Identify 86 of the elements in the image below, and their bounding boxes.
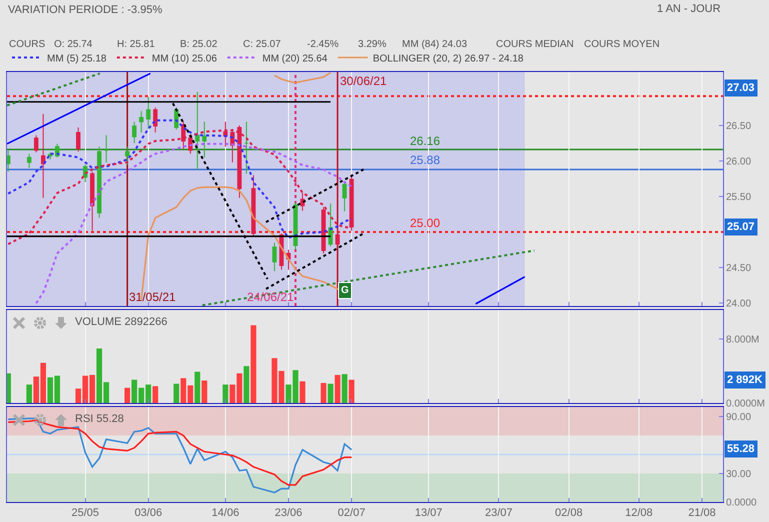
bar — [334, 374, 340, 403]
x-tick-label: 13/07 — [414, 507, 442, 520]
text: -2.45% — [307, 39, 339, 50]
y-tick-label: 8.000M — [726, 334, 760, 346]
annotation: 2 892K — [727, 374, 763, 386]
y-tick-label: 25.50 — [726, 192, 752, 203]
annotation: 27.03 — [727, 82, 755, 94]
x-tick-label: 23/07 — [484, 507, 513, 520]
bar — [202, 380, 208, 403]
chart-subtitle: 1 AN - JOUR — [657, 3, 721, 15]
bar — [194, 372, 200, 403]
ref-line-label: 24/06/21 — [247, 290, 294, 304]
bar — [250, 325, 256, 403]
bar — [174, 384, 180, 403]
text: COURS — [9, 39, 46, 50]
bar — [328, 384, 334, 403]
legend-label: MM (20) 25.64 — [262, 53, 328, 64]
candlestick — [335, 228, 340, 247]
candlestick — [139, 110, 144, 133]
y-tick-label: 0.0000 — [726, 498, 758, 508]
candlestick — [153, 107, 158, 133]
y-tick-label: 26.00 — [726, 156, 752, 168]
y-tick-label: 24.50 — [726, 263, 752, 274]
ref-line-label: 25.88 — [410, 153, 440, 167]
candlestick — [34, 134, 38, 153]
candlestick — [202, 121, 207, 158]
candlestick — [195, 91, 200, 170]
text: MM (84) 24.03 — [402, 39, 468, 50]
candlestick — [342, 182, 347, 212]
annotation: 25.07 — [727, 221, 755, 233]
chart-title: VARIATION PERIODE : -3.95% — [8, 4, 162, 16]
x-tick-label: 23/06 — [274, 507, 302, 520]
bar — [342, 374, 348, 403]
legend-label: MM (5) 25.18 — [47, 53, 107, 64]
candlestick — [90, 171, 94, 232]
x-tick-label: 21/08 — [688, 507, 716, 520]
text: O: 25.74 — [54, 39, 93, 50]
x-tick-label: 12/08 — [625, 507, 653, 520]
ref-line-label: 25.00 — [410, 216, 440, 230]
x-tick-label: 14/06 — [212, 507, 240, 520]
x-tick-label: 03/06 — [134, 507, 162, 520]
text: RSI 55.28 — [75, 412, 124, 425]
y-tick-label: 30.00 — [726, 469, 752, 480]
bar — [320, 382, 326, 403]
bar — [124, 388, 130, 403]
y-tick-label: 90.00 — [726, 412, 752, 423]
bar — [348, 380, 354, 403]
text: VOLUME 2892266 — [75, 316, 168, 328]
y-tick-label: 0.0000M — [726, 398, 765, 410]
x-tick-label: 02/08 — [555, 507, 583, 520]
candlestick — [146, 96, 151, 130]
text: H: 25.81 — [117, 39, 156, 50]
annotation: 55.28 — [727, 443, 755, 455]
candlestick — [300, 192, 305, 212]
text: B: 25.02 — [180, 39, 218, 50]
text: COURS MEDIAN — [496, 39, 574, 50]
annotation: G — [341, 285, 349, 296]
candlestick — [97, 146, 102, 218]
line-series — [274, 72, 332, 84]
text: C: 25.07 — [243, 39, 282, 50]
candlestick — [76, 126, 80, 152]
y-tick-label: 24.00 — [726, 298, 752, 310]
bar — [152, 386, 158, 403]
x-tick-label: 25/05 — [71, 507, 100, 520]
candlestick — [272, 242, 277, 272]
candlestick — [251, 174, 256, 238]
candlestick — [125, 146, 130, 165]
candlestick — [104, 134, 108, 163]
ref-line-label: 30/06/21 — [340, 74, 388, 88]
bar — [222, 384, 228, 403]
bar — [244, 366, 250, 403]
text: 3.29% — [358, 39, 386, 50]
legend-label: MM (10) 25.06 — [152, 53, 218, 64]
ref-line-label: 26.16 — [410, 134, 440, 148]
y-tick-label: 26.50 — [726, 120, 752, 132]
candlestick — [132, 121, 137, 144]
candlestick — [26, 153, 32, 169]
candlestick — [7, 150, 10, 172]
candlestick — [244, 121, 249, 174]
bar — [300, 381, 306, 403]
text: COURS MOYEN — [584, 39, 660, 50]
candlestick — [40, 113, 46, 198]
legend-label: BOLLINGER (20, 2) 26.97 - 24.18 — [372, 53, 524, 64]
bar — [26, 384, 32, 403]
ref-line-label: 31/05/21 — [129, 290, 176, 304]
x-tick-label: 02/07 — [338, 507, 366, 520]
